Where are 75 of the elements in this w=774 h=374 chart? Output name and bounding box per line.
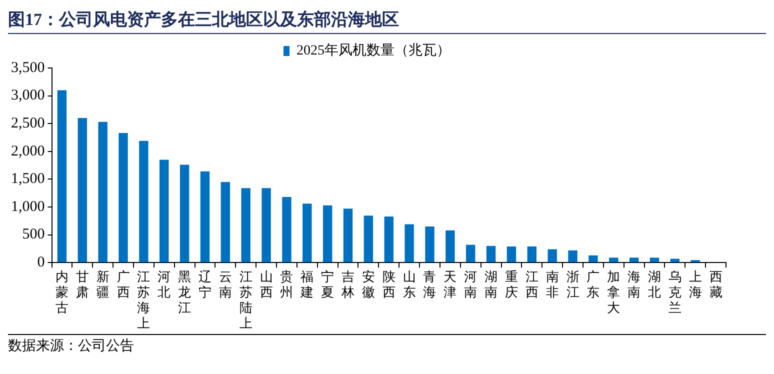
x-tick-label: 湖南 [484, 268, 498, 300]
x-tick-label: 江西 [525, 268, 538, 300]
x-tick-label: 吉林 [340, 268, 355, 300]
bar [384, 216, 394, 262]
x-tick-label: 黑龙江 [178, 268, 192, 316]
bar [343, 208, 353, 262]
y-tick-label: 1,000 [11, 198, 45, 215]
bar [98, 122, 108, 262]
x-tick-label: 南非 [546, 268, 559, 300]
bar [180, 164, 190, 262]
bar [118, 133, 128, 262]
bar [78, 118, 87, 262]
x-tick-label: 贵州 [280, 268, 294, 300]
bar [588, 255, 598, 262]
x-tick-label: 江苏陆上 [239, 268, 252, 331]
bar [629, 258, 639, 262]
bar [139, 140, 148, 262]
x-tick-label: 浙江 [566, 268, 580, 300]
y-tick-label: 500 [22, 226, 45, 243]
y-tick-label: 3,000 [11, 88, 45, 104]
source-note: 数据来源：公司公告 [8, 337, 766, 355]
bar [670, 258, 680, 262]
bar [446, 230, 455, 262]
bar [262, 188, 271, 262]
x-tick-label: 海南 [628, 268, 641, 300]
x-tick-label: 辽宁 [198, 268, 212, 300]
bar [466, 244, 476, 262]
x-tick-label: 天津 [444, 268, 457, 300]
x-tick-label: 河北 [158, 268, 171, 300]
bar [322, 205, 332, 262]
bar [220, 182, 230, 262]
x-tick-label: 青海 [423, 268, 436, 300]
legend-label: 2025年风机数量（兆瓦） [296, 42, 450, 59]
x-tick-label: 加拿大 [607, 268, 620, 316]
bar [160, 160, 169, 262]
x-tick-label: 乌克兰 [668, 268, 682, 316]
bar [609, 258, 618, 262]
x-tick-label: 福建 [300, 268, 314, 300]
x-tick-label: 安徽 [362, 268, 375, 300]
y-tick-label: 3,500 [11, 60, 45, 76]
chart-title: 图17：公司风电资产多在三北地区以及东部沿海地区 [8, 8, 766, 34]
x-tick-label: 西藏 [709, 268, 722, 300]
bar [425, 226, 434, 262]
x-tick-label: 内蒙古 [55, 268, 68, 316]
x-tick-label: 陕西 [382, 268, 396, 300]
bar [282, 196, 292, 262]
y-tick-label: 1,500 [11, 171, 45, 188]
y-tick-label: 2,000 [11, 143, 45, 160]
x-tick-label: 江苏海上 [137, 268, 150, 331]
bar [364, 216, 374, 262]
x-tick-label: 云南 [218, 268, 232, 300]
x-tick-label: 湖北 [648, 268, 661, 300]
x-tick-label: 河南 [464, 268, 478, 300]
x-tick-label: 广东 [586, 268, 600, 300]
x-tick-label: 山东 [402, 268, 416, 300]
x-tick-label: 重庆 [504, 268, 518, 300]
bar [302, 204, 312, 262]
bar [200, 171, 210, 262]
bar [486, 246, 496, 262]
x-tick-label: 上海 [688, 268, 702, 300]
y-tick-label: 0 [37, 254, 45, 271]
bar [506, 246, 516, 262]
bar [527, 246, 536, 262]
bar [241, 188, 250, 262]
x-tick-label: 新疆 [96, 268, 110, 300]
bar [568, 250, 578, 262]
bar [650, 258, 660, 262]
x-tick-label: 甘肃 [76, 268, 89, 300]
y-tick-label: 2,500 [11, 116, 45, 132]
bar [548, 249, 557, 262]
x-tick-label: 广西 [116, 268, 130, 300]
x-tick-label: 宁夏 [321, 268, 334, 300]
bar [57, 90, 67, 262]
x-tick-label: 山西 [260, 268, 273, 300]
bar [404, 224, 414, 262]
